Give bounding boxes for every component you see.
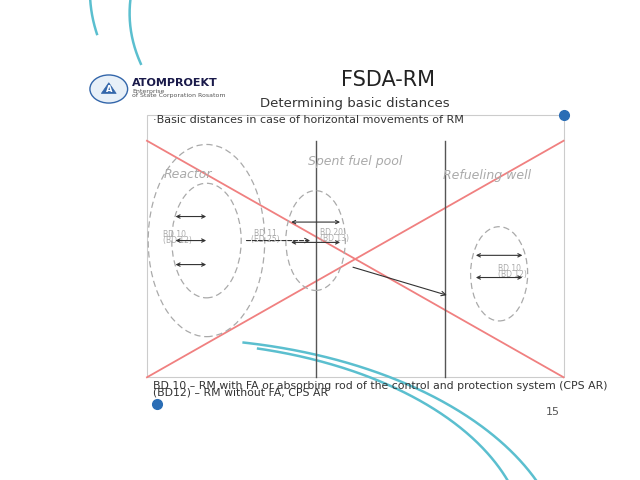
Text: A: A xyxy=(106,85,112,94)
Text: (ED 25): (ED 25) xyxy=(251,235,279,244)
Text: 15: 15 xyxy=(546,408,560,418)
Text: FSDA-RM: FSDA-RM xyxy=(340,70,435,90)
Text: ATOMPROEKT: ATOMPROEKT xyxy=(132,78,218,88)
Text: BD 10: BD 10 xyxy=(498,264,520,273)
FancyBboxPatch shape xyxy=(147,115,564,377)
Polygon shape xyxy=(101,83,116,94)
Text: BD 20: BD 20 xyxy=(320,228,343,237)
Text: (BD12) – RM without FA, CPS AR: (BD12) – RM without FA, CPS AR xyxy=(154,388,328,398)
Text: Reactor: Reactor xyxy=(163,168,212,180)
Text: (BD 12): (BD 12) xyxy=(498,270,527,279)
Text: Refueling well: Refueling well xyxy=(443,169,531,182)
Text: Determining basic distances: Determining basic distances xyxy=(260,97,450,110)
Text: BD 10: BD 10 xyxy=(163,230,186,239)
Text: BD 11: BD 11 xyxy=(253,228,276,238)
Text: ·Basic distances in case of horizontal movements of RM: ·Basic distances in case of horizontal m… xyxy=(154,115,464,125)
Text: Enterprise: Enterprise xyxy=(132,89,164,94)
Circle shape xyxy=(90,75,127,103)
Text: BD 10 – RM with FA or absorbing rod of the control and protection system (CPS AR: BD 10 – RM with FA or absorbing rod of t… xyxy=(154,381,608,391)
Text: (BD 12): (BD 12) xyxy=(163,236,192,245)
Text: (BD 13): (BD 13) xyxy=(320,234,349,243)
Text: of State Corporation Rosatom: of State Corporation Rosatom xyxy=(132,93,225,98)
Text: Spent fuel pool: Spent fuel pool xyxy=(308,156,403,168)
